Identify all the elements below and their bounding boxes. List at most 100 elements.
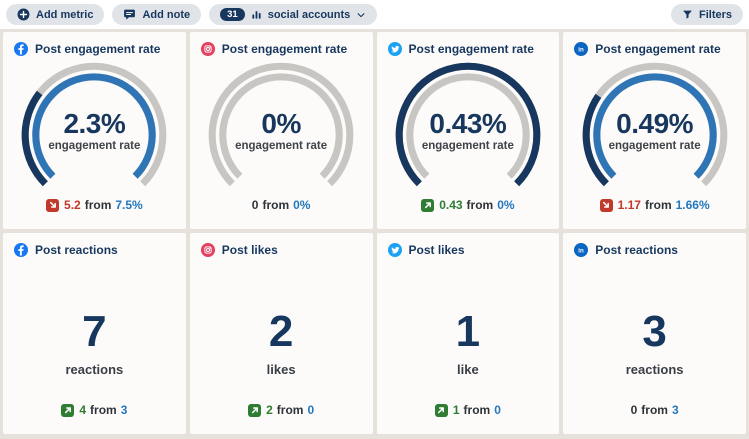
- metric-card-facebook-reactions: Post reactions 7 reactions 4 from 3: [3, 233, 186, 434]
- card-title: Post engagement rate: [221, 42, 348, 56]
- delta-line: 1.17 from 1.66%: [563, 198, 746, 212]
- gauge-value: 0%: [261, 108, 301, 139]
- delta-amount: 4: [79, 403, 87, 417]
- card-header: Post engagement rate: [190, 32, 373, 56]
- metric-card-linkedin-engagement: in Post engagement rate 0.49% engagement…: [563, 32, 746, 229]
- delta-previous-value: 3: [120, 403, 128, 417]
- metric-value: 1: [455, 306, 481, 356]
- svg-text:in: in: [579, 247, 585, 254]
- gauge-center: 2.3% engagement rate: [11, 108, 177, 153]
- card-body: 2 likes: [190, 257, 373, 403]
- card-body: 0% engagement rate: [190, 56, 373, 198]
- filters-button[interactable]: Filters: [670, 4, 743, 25]
- card-body: 2.3% engagement rate: [3, 56, 186, 198]
- card-header: Post reactions: [3, 233, 186, 257]
- delta-amount: 5.2: [64, 198, 81, 212]
- delta-from-word: from: [644, 198, 672, 212]
- card-header: Post likes: [377, 233, 560, 257]
- gauge-value: 0.43%: [429, 108, 507, 139]
- instagram-icon: [200, 42, 215, 56]
- card-header: in Post engagement rate: [563, 32, 746, 56]
- metrics-board: Post engagement rate 2.3% engagement rat…: [0, 29, 749, 439]
- delta-previous-value: 1.66%: [675, 198, 710, 212]
- linkedin-icon: in: [574, 243, 589, 257]
- delta-previous-value: 0%: [497, 198, 515, 212]
- card-body: 0.43% engagement rate: [377, 56, 560, 198]
- card-title: Post likes: [408, 243, 465, 257]
- delta-previous-value: 3: [671, 403, 679, 417]
- accounts-label: social accounts: [267, 8, 351, 21]
- gauge-center: 0% engagement rate: [198, 108, 364, 153]
- delta-line: 0 from 3: [563, 403, 746, 417]
- bar-chart-icon: [251, 9, 262, 20]
- card-header: Post engagement rate: [377, 32, 560, 56]
- trend-down-icon: [599, 198, 613, 212]
- metric-card-facebook-engagement: Post engagement rate 2.3% engagement rat…: [3, 32, 186, 229]
- card-title: Post engagement rate: [595, 42, 721, 56]
- delta-from-word: from: [276, 403, 304, 417]
- filters-label: Filters: [698, 8, 732, 21]
- metric-value: 2: [268, 306, 294, 356]
- accounts-count-badge: 31: [220, 7, 245, 22]
- gauge-label: engagement rate: [421, 140, 514, 153]
- metric-card-twitter-engagement: Post engagement rate 0.43% engagement ra…: [376, 32, 560, 229]
- card-header: in Post reactions: [563, 233, 746, 257]
- linkedin-icon: in: [574, 42, 589, 56]
- social-accounts-selector[interactable]: 31 social accounts: [209, 4, 378, 25]
- delta-line: 2 from 0: [190, 403, 373, 417]
- delta-amount: 2: [266, 403, 273, 417]
- metric-value: 7: [82, 306, 107, 356]
- facebook-icon: [14, 42, 28, 56]
- gauge-label: engagement rate: [235, 140, 328, 153]
- twitter-icon: [387, 42, 402, 56]
- trend-down-icon: [46, 198, 60, 212]
- card-header: Post engagement rate: [3, 32, 186, 56]
- gauge-label: engagement rate: [608, 140, 701, 153]
- card-title: Post likes: [221, 243, 278, 257]
- delta-amount: 1.17: [617, 198, 641, 212]
- gauge-center: 0.43% engagement rate: [385, 108, 551, 153]
- plus-circle-icon: [17, 8, 30, 21]
- card-title: Post reactions: [35, 243, 118, 257]
- card-title: Post engagement rate: [408, 42, 534, 56]
- delta-from-word: from: [641, 403, 668, 417]
- delta-line: 1 from 0: [377, 403, 560, 417]
- gauge-value: 0.49%: [616, 108, 694, 139]
- card-title: Post engagement rate: [35, 42, 161, 56]
- delta-previous-value: 0: [494, 403, 501, 417]
- gauge-value: 2.3%: [63, 108, 126, 139]
- delta-from-word: from: [90, 403, 117, 417]
- card-header: Post likes: [190, 233, 373, 257]
- add-metric-button[interactable]: Add metric: [6, 4, 105, 25]
- delta-line: 0.43 from 0%: [377, 198, 560, 212]
- metric-card-instagram-likes: Post likes 2 likes 2 from 0: [189, 233, 373, 434]
- delta-from-word: from: [84, 198, 112, 212]
- svg-text:in: in: [579, 46, 585, 53]
- card-body: 1 like: [377, 257, 560, 403]
- delta-previous-value: 0: [307, 403, 315, 417]
- funnel-icon: [682, 9, 693, 20]
- delta-amount: 0.43: [439, 198, 463, 212]
- gauge-label: engagement rate: [48, 140, 141, 153]
- delta-line: 4 from 3: [3, 403, 186, 417]
- engagement-gauge: 0% engagement rate: [198, 59, 364, 197]
- add-note-button[interactable]: Add note: [112, 4, 202, 25]
- gauge-center: 0.49% engagement rate: [572, 108, 738, 153]
- toolbar: Add metric Add note 31 social accounts F…: [0, 0, 749, 29]
- chevron-down-icon: [356, 10, 366, 20]
- engagement-gauge: 0.43% engagement rate: [385, 59, 551, 197]
- delta-from-word: from: [463, 403, 491, 417]
- card-body: 3 reactions: [563, 257, 746, 403]
- metric-label: reactions: [65, 361, 124, 377]
- trend-up-icon: [421, 198, 435, 212]
- metric-label: likes: [266, 361, 296, 377]
- delta-amount: 1: [452, 403, 460, 417]
- delta-from-word: from: [466, 198, 494, 212]
- metric-label: like: [457, 361, 479, 377]
- facebook-icon: [14, 243, 28, 257]
- trend-up-icon: [434, 403, 448, 417]
- metric-value: 3: [642, 306, 667, 356]
- twitter-icon: [387, 243, 402, 257]
- trend-up-icon: [61, 403, 75, 417]
